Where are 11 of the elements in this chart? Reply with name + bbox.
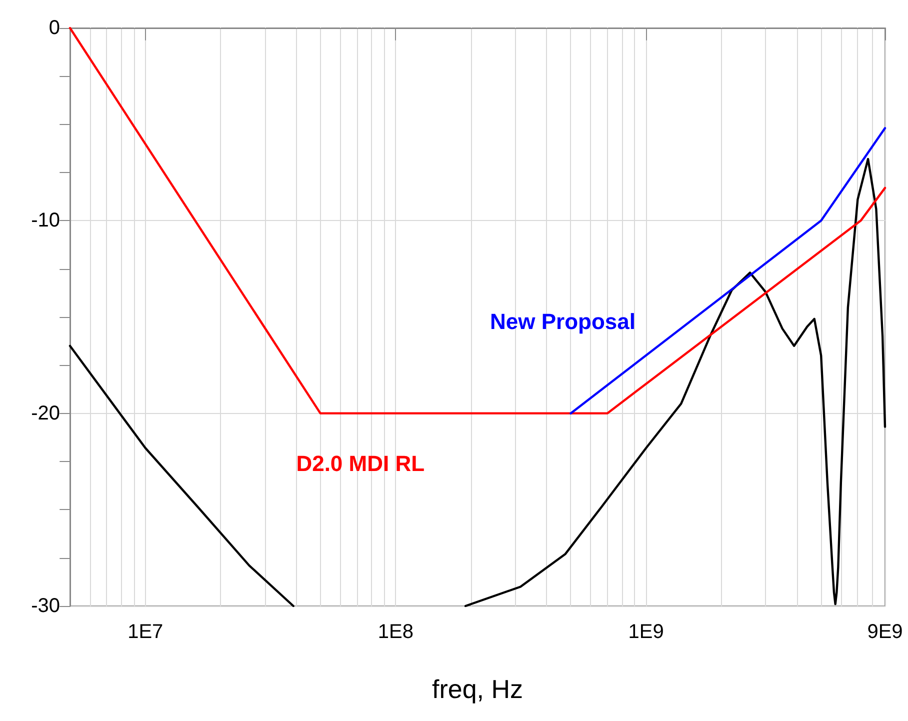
x-axis-title: freq, Hz [432,674,524,704]
y-tick-label: -30 [31,595,60,617]
y-tick-label: -10 [31,210,60,232]
x-tick-label: 1E7 [128,621,164,643]
y-tick-label: -20 [31,402,60,424]
y-tick-label: 0 [48,17,60,39]
x-tick-label: 1E8 [378,621,414,643]
x-tick-label: 1E9 [628,621,664,643]
series-label: New Proposal [490,308,636,334]
series-label: D2.0 MDI RL [296,450,425,476]
x-tick-label: 9E9 [867,621,903,643]
